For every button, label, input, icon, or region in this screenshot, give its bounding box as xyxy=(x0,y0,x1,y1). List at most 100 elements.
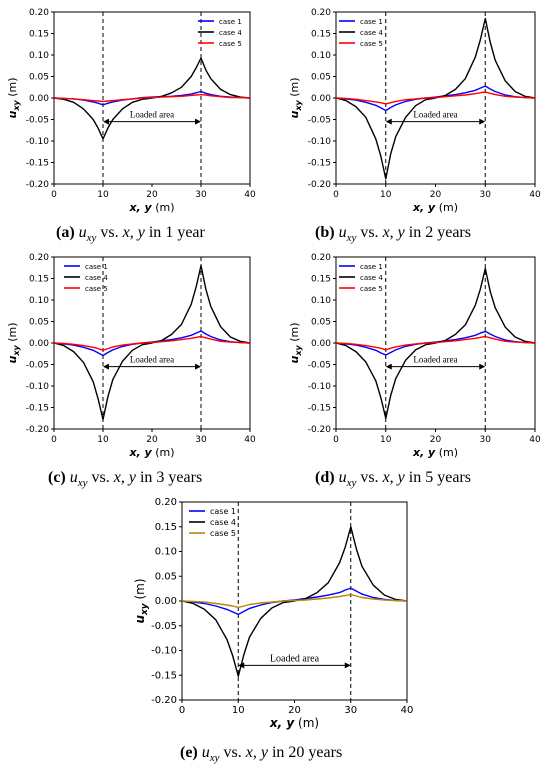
series-line-case-5 xyxy=(53,335,251,351)
loaded-area-label: Loaded area xyxy=(130,355,174,365)
y-tick-label: -0.05 xyxy=(26,116,49,126)
x-tick-label: 20 xyxy=(430,435,442,445)
x-tick-label: 40 xyxy=(244,435,256,445)
caption-label: (a) xyxy=(56,224,75,241)
chart-c: -0.20 -0.15 -0.10 -0.05 0.00 0.05 0.10 0.15 0.20… xyxy=(6,253,256,459)
y-tick-label: -0.15 xyxy=(26,404,49,414)
x-tick-label: 20 xyxy=(430,190,442,200)
caption-label: (d) xyxy=(315,469,335,486)
x-tick-label: 40 xyxy=(529,435,541,445)
y-tick-label: 0.10 xyxy=(311,296,331,306)
y-axis-label: uxy (m) xyxy=(288,77,303,118)
y-tick-label: -0.05 xyxy=(151,621,177,632)
arrow-head-left xyxy=(238,662,245,669)
legend-label: case 5 xyxy=(219,40,242,48)
arrow-head-left xyxy=(103,363,109,370)
y-tick-label: -0.15 xyxy=(308,159,331,169)
chart-b: -0.20 -0.15 -0.10 -0.05 0.00 0.05 0.10 0.15 0.20… xyxy=(288,8,541,214)
arrow-head-left xyxy=(385,118,392,125)
y-tick-label: 0.00 xyxy=(155,596,177,607)
legend-label: case 1 xyxy=(219,18,242,26)
y-tick-label: -0.05 xyxy=(26,361,49,371)
caption-years: 5 years xyxy=(425,469,471,486)
y-tick-label: -0.20 xyxy=(26,180,50,190)
series-line-case-4 xyxy=(53,57,251,140)
x-axis-label: x, y (m) xyxy=(128,446,174,459)
x-tick-label: 10 xyxy=(97,190,109,200)
arrow-head-right xyxy=(195,363,201,370)
legend-label: case 5 xyxy=(360,40,383,48)
y-tick-label: -0.10 xyxy=(26,382,50,392)
legend-label: case 1 xyxy=(85,263,108,271)
x-tick-label: 0 xyxy=(333,435,339,445)
loaded-area-label: Loaded area xyxy=(413,110,457,120)
x-tick-label: 10 xyxy=(380,190,392,200)
y-tick-label: 0.20 xyxy=(155,497,177,508)
y-axis-label: uxy (m) xyxy=(288,322,303,363)
arrow-head-left xyxy=(103,118,109,125)
y-tick-label: 0.00 xyxy=(311,339,331,349)
x-tick-label: 10 xyxy=(97,435,109,445)
x-tick-label: 30 xyxy=(480,190,492,200)
caption-years: 1 year xyxy=(165,224,205,241)
y-tick-label: 0.00 xyxy=(311,94,331,104)
x-tick-label: 40 xyxy=(401,705,414,716)
caption-b: (b) uxy vs. x, y in 2 years xyxy=(315,224,471,245)
arrow-head-right xyxy=(479,118,486,125)
arrow-head-left xyxy=(385,363,392,370)
x-tick-label: 20 xyxy=(146,190,158,200)
chart-e: -0.20 -0.15 -0.10 -0.05 0.00 0.05 0.10 0.15 0.20… xyxy=(133,497,414,730)
caption-e: (e) uxy vs. x, y in 20 years xyxy=(180,744,343,765)
caption-d: (d) uxy vs. x, y in 5 years xyxy=(315,469,471,490)
y-tick-label: -0.15 xyxy=(151,670,177,681)
y-tick-label: -0.15 xyxy=(308,404,331,414)
y-tick-label: 0.20 xyxy=(311,253,331,263)
x-axis-label: x, y (m) xyxy=(269,716,319,730)
panel-a: -0.20 -0.15 -0.10 -0.05 0.00 0.05 0.10 0.15 0.20… xyxy=(0,0,270,250)
caption-c: (c) uxy vs. x, y in 3 years xyxy=(48,469,203,490)
y-tick-label: 0.15 xyxy=(311,275,331,285)
y-tick-label: -0.05 xyxy=(308,116,331,126)
y-tick-label: 0.05 xyxy=(155,571,177,582)
panel-c: -0.20 -0.15 -0.10 -0.05 0.00 0.05 0.10 0.15 0.20… xyxy=(0,245,270,495)
x-tick-label: 0 xyxy=(51,190,57,200)
y-tick-label: -0.05 xyxy=(308,361,331,371)
legend-label: case 4 xyxy=(360,274,383,282)
x-tick-label: 30 xyxy=(195,435,207,445)
y-tick-label: -0.20 xyxy=(26,425,50,435)
x-tick-label: 30 xyxy=(195,190,207,200)
panel-d: -0.20 -0.15 -0.10 -0.05 0.00 0.05 0.10 0.15 0.20… xyxy=(275,245,550,495)
caption-label: (b) xyxy=(315,224,335,241)
y-tick-label: 0.10 xyxy=(29,51,49,61)
legend-label: case 4 xyxy=(85,274,108,282)
x-tick-label: 0 xyxy=(333,190,339,200)
legend-label: case 5 xyxy=(210,529,236,538)
series-line-case-5 xyxy=(335,335,536,351)
caption-years: 20 years xyxy=(288,744,343,761)
legend-label: case 1 xyxy=(360,18,383,26)
y-tick-label: 0.15 xyxy=(29,30,49,40)
legend-label: case 1 xyxy=(360,263,383,271)
legend-label: case 5 xyxy=(360,285,383,293)
x-tick-label: 0 xyxy=(51,435,57,445)
y-tick-label: 0.15 xyxy=(29,275,49,285)
y-tick-label: 0.15 xyxy=(155,522,177,533)
arrow-head-right xyxy=(195,118,201,125)
caption-label: (e) xyxy=(180,744,198,761)
legend-label: case 4 xyxy=(360,29,383,37)
loaded-area-label: Loaded area xyxy=(130,110,174,120)
x-tick-label: 0 xyxy=(179,705,185,716)
loaded-area-label: Loaded area xyxy=(413,355,457,365)
legend-label: case 5 xyxy=(85,285,108,293)
legend-label: case 1 xyxy=(210,507,236,516)
y-tick-label: 0.00 xyxy=(29,339,49,349)
series-line-case-5 xyxy=(335,91,536,105)
legend-label: case 4 xyxy=(210,518,236,527)
y-tick-label: 0.05 xyxy=(311,73,331,83)
series-line-case-5 xyxy=(181,593,408,609)
caption-years: 2 years xyxy=(425,224,471,241)
y-tick-label: -0.10 xyxy=(308,137,332,147)
x-axis-label: x, y (m) xyxy=(412,201,458,214)
caption-years: 3 years xyxy=(156,469,203,486)
x-tick-label: 40 xyxy=(244,190,256,200)
